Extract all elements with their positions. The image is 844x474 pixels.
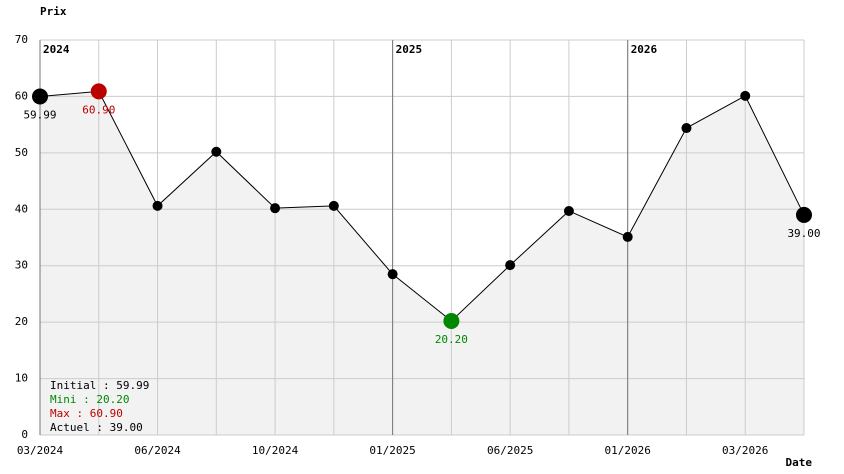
point <box>270 203 281 214</box>
value-label: 39.00 <box>787 227 820 240</box>
x-tick-label: 03/2024 <box>17 444 64 457</box>
summary-line: Initial : 59.99 <box>50 379 149 392</box>
point <box>796 206 812 223</box>
x-tick-label: 06/2024 <box>134 444 181 457</box>
y-tick-label: 30 <box>15 259 28 272</box>
y-tick-label: 70 <box>15 33 28 46</box>
point <box>387 269 398 280</box>
point <box>211 146 222 157</box>
x-tick-label: 06/2025 <box>487 444 533 457</box>
y-tick-label: 50 <box>15 146 28 159</box>
y-tick-label: 20 <box>15 315 28 328</box>
y-tick-label: 40 <box>15 202 28 215</box>
point <box>90 83 107 100</box>
point <box>152 200 163 211</box>
point <box>328 200 339 211</box>
y-tick-label: 60 <box>15 89 28 102</box>
area <box>40 91 804 435</box>
point <box>740 90 751 101</box>
year-label: 2026 <box>631 43 658 56</box>
point <box>32 88 48 105</box>
y-tick-label: 0 <box>21 428 28 441</box>
point <box>443 313 460 330</box>
year-label: 2025 <box>396 43 423 56</box>
x-tick-label: 03/2026 <box>722 444 768 457</box>
point <box>505 260 516 271</box>
value-label: 59.99 <box>23 108 56 121</box>
value-label: 20.20 <box>435 333 468 346</box>
y-axis-title: Prix <box>40 5 67 18</box>
summary-line: Actuel : 39.00 <box>50 421 143 434</box>
point <box>681 123 692 134</box>
y-tick-label: 10 <box>15 372 28 385</box>
x-tick-label: 01/2025 <box>369 444 415 457</box>
summary-line: Max : 60.90 <box>50 407 123 420</box>
point <box>622 231 633 242</box>
x-axis-title: Date <box>786 456 813 469</box>
year-label: 2024 <box>43 43 70 56</box>
point <box>563 205 574 216</box>
x-tick-label: 01/2026 <box>605 444 651 457</box>
value-label: 60.90 <box>82 103 115 116</box>
x-tick-label: 10/2024 <box>252 444 299 457</box>
summary-line: Mini : 20.20 <box>50 393 129 406</box>
line <box>39 90 805 322</box>
